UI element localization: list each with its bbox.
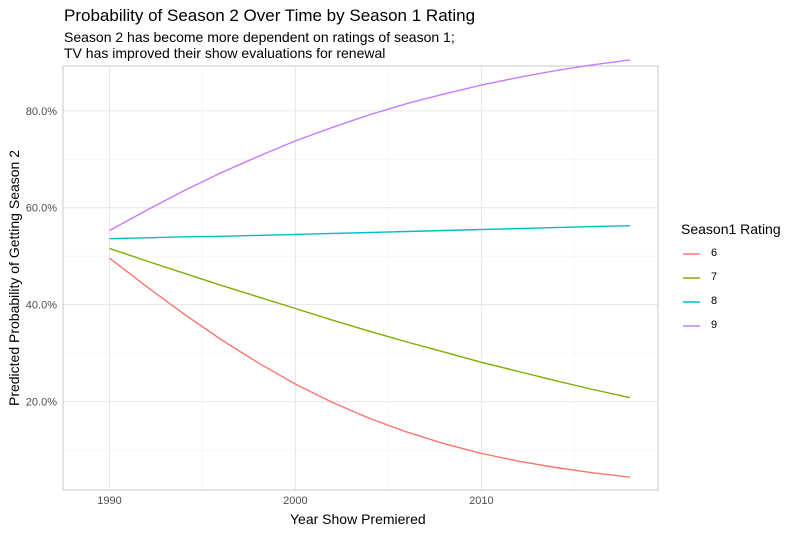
grid-minor <box>63 66 658 490</box>
grid-major <box>63 66 658 490</box>
chart-subtitle-line-1: Season 2 has become more dependent on ra… <box>64 29 455 45</box>
y-tick-label: 20.0% <box>26 397 57 409</box>
series-line-8 <box>109 225 631 240</box>
x-tick-label: 1990 <box>97 495 121 507</box>
legend-label-8: 8 <box>711 295 718 307</box>
legend-label-9: 9 <box>711 319 718 331</box>
chart-title: Probability of Season 2 Over Time by Sea… <box>64 6 476 25</box>
series-line-7 <box>109 247 631 399</box>
series-line-6 <box>109 257 631 478</box>
chart-subtitle-line-2: TV has improved their show evaluations f… <box>64 45 386 61</box>
x-tick-label: 2010 <box>469 495 493 507</box>
x-tick-labels: 1990 2000 2010 <box>97 495 493 507</box>
y-tick-label: 80.0% <box>26 106 57 118</box>
x-axis-label: Year Show Premiered <box>290 511 426 527</box>
legend-keys <box>683 253 700 327</box>
x-tick-label: 2000 <box>283 495 307 507</box>
y-tick-label: 40.0% <box>26 300 57 312</box>
y-tick-labels: 20.0% 40.0% 60.0% 80.0% <box>26 106 57 409</box>
series-lines <box>109 59 631 478</box>
panel-border <box>62 65 659 491</box>
legend-label-6: 6 <box>711 247 718 259</box>
y-tick-label: 60.0% <box>26 203 57 215</box>
legend-title: Season1 Rating <box>681 221 781 237</box>
series-line-9 <box>109 59 631 232</box>
legend-label-7: 7 <box>711 271 718 283</box>
y-axis-label-text: Predicted Probability of Getting Season … <box>6 149 22 407</box>
